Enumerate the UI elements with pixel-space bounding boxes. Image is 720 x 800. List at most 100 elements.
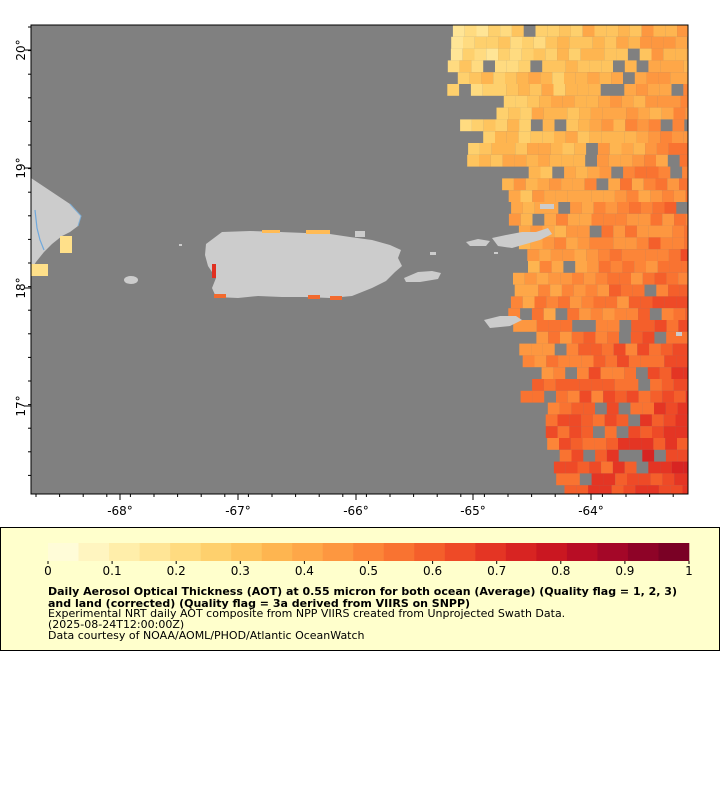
- aot-pixel: [530, 225, 543, 238]
- aot-pixel: [660, 461, 672, 474]
- aot-pixel: [575, 261, 587, 273]
- vieques-island: [404, 271, 441, 282]
- aot-pixel: [656, 284, 669, 297]
- legend-swatch: [170, 543, 201, 561]
- aot-pixel: [640, 426, 652, 438]
- aot-pixel: [617, 355, 629, 368]
- aot-pixel: [573, 154, 586, 167]
- aot-pixel: [470, 84, 483, 96]
- aot-pixel: [535, 25, 548, 37]
- map-panel: -68° -67° -66° -65° -64° 20° 19° 18° 17°: [14, 24, 689, 518]
- aot-pixel: [533, 36, 546, 49]
- legend-swatch: [353, 543, 385, 561]
- aot-pixel: [591, 473, 604, 486]
- aot-pixel: [526, 284, 539, 297]
- aot-pixel: [642, 272, 655, 285]
- aot-pixel: [606, 25, 619, 37]
- aot-pixel: [682, 72, 688, 84]
- hispaniola-coast-aot-2: [31, 264, 48, 276]
- aot-pixel: [611, 485, 624, 494]
- legend-swatch: [200, 543, 232, 561]
- aot-pixel: [589, 131, 602, 143]
- aot-pixel: [621, 249, 634, 261]
- aot-pixel: [663, 414, 676, 427]
- aot-pixel: [551, 261, 564, 273]
- aot-pixel: [605, 296, 618, 309]
- aot-pixel: [648, 237, 661, 250]
- aot-pixel: [654, 272, 667, 285]
- aot-pixel: [464, 25, 477, 37]
- aot-pixel: [594, 438, 607, 450]
- aot-pixel: [683, 84, 688, 96]
- aot-pixel: [642, 402, 654, 415]
- aot-pixel: [645, 249, 658, 261]
- aot-pixel: [668, 284, 680, 297]
- aot-pixel: [557, 36, 570, 49]
- aot-pixel: [675, 36, 688, 49]
- aot-pixel: [506, 84, 519, 96]
- aot-pixel: [543, 107, 556, 120]
- aot-pixel: [511, 202, 523, 214]
- aot-pixel: [588, 84, 601, 96]
- aot-pixel: [593, 202, 606, 214]
- aot-pixel: [581, 296, 594, 309]
- aot-pixel: [459, 60, 472, 73]
- aot-pixel: [577, 60, 590, 73]
- pr-coast-aot-north-2: [306, 230, 330, 234]
- aot-pixel: [614, 107, 627, 120]
- aot-pixel: [557, 426, 570, 438]
- aot-pixel: [567, 379, 580, 391]
- aot-pixel: [644, 154, 656, 167]
- aot-pixel: [661, 308, 674, 320]
- aot-pixel: [531, 107, 544, 120]
- legend-credit-line: Data courtesy of NOAA/AOML/PHOD/Atlantic…: [48, 629, 365, 642]
- aot-pixel: [579, 390, 592, 403]
- aot-pixel: [522, 355, 535, 368]
- aot-pixel: [677, 449, 688, 462]
- aot-pixel: [569, 414, 582, 427]
- aot-pixel: [634, 72, 647, 84]
- small-islet: [494, 252, 498, 254]
- aot-pixel: [452, 25, 465, 37]
- aot-pixel: [520, 107, 532, 120]
- aot-pixel: [672, 237, 685, 250]
- map-frame: [30, 24, 689, 495]
- aot-pixel: [624, 131, 637, 143]
- aot-pixel: [645, 143, 657, 155]
- hispaniola-landmass: [31, 178, 81, 270]
- aot-pixel: [618, 25, 630, 37]
- aot-pixel: [672, 343, 685, 356]
- aot-pixel: [568, 473, 580, 486]
- aot-pixel: [648, 60, 661, 73]
- aot-pixel: [674, 213, 686, 226]
- aot-pixel: [479, 143, 492, 155]
- aot-pixel: [676, 355, 688, 368]
- aot-pixel: [510, 296, 523, 309]
- aot-pixel: [579, 379, 592, 391]
- aot-pixel: [662, 390, 674, 403]
- aot-pixel: [570, 202, 582, 214]
- aot-pixel: [519, 119, 531, 132]
- aot-pixel: [589, 119, 602, 132]
- aot-pixel: [447, 60, 460, 73]
- aot-pixel: [669, 261, 682, 273]
- aot-pixel: [657, 261, 670, 273]
- aot-pixel: [661, 107, 674, 120]
- lat-tick-label: 18°: [14, 277, 28, 298]
- aot-pixel: [491, 143, 504, 155]
- aot-pixel: [608, 178, 621, 191]
- aot-pixel: [668, 143, 681, 155]
- aot-pixel: [650, 190, 663, 202]
- aot-pixel: [685, 213, 688, 226]
- aot-pixel: [525, 178, 538, 191]
- aot-pixel: [609, 143, 622, 155]
- aot-pixel: [542, 237, 555, 250]
- aot-pixel: [547, 402, 560, 415]
- aot-pixel: [578, 119, 590, 132]
- aot-pixel: [629, 25, 642, 37]
- legend-swatch: [475, 543, 507, 561]
- aot-pixel: [589, 237, 602, 250]
- aot-pixel: [496, 107, 509, 120]
- aot-pixel: [664, 296, 677, 309]
- aot-pixel: [545, 48, 558, 61]
